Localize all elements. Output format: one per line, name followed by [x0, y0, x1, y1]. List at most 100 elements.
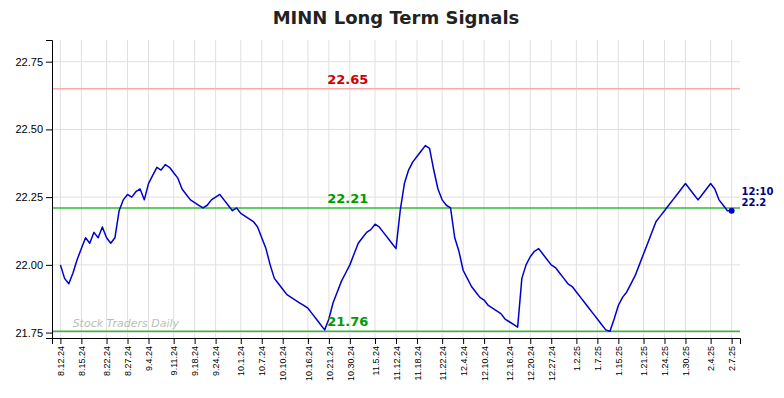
y-tick-label: 21.75	[15, 327, 43, 339]
x-grid-line	[106, 40, 107, 338]
x-tick: 1.7.25	[593, 338, 603, 371]
x-tick: 12.10.24	[480, 338, 490, 381]
chart: MINN Long Term Signals8.12.248.15.248.22…	[0, 0, 784, 398]
x-tick-label: 1.15.25	[614, 346, 624, 376]
x-tick-mark	[417, 338, 418, 344]
x-grid-line	[375, 40, 376, 338]
x-tick: 9.4.24	[144, 338, 154, 371]
x-grid-line	[282, 40, 283, 338]
x-grid-line	[148, 40, 149, 338]
y-tick-mark	[46, 62, 52, 63]
x-tick: 1.15.25	[614, 338, 624, 376]
signal-line	[52, 330, 740, 332]
x-tick: 10.30.24	[346, 338, 356, 381]
x-tick-label: 1.2.25	[572, 346, 582, 371]
signal-line	[52, 88, 740, 90]
last-label-line: 12:10	[742, 186, 774, 197]
last-label-line: 22.2	[742, 197, 767, 208]
x-axis-line	[53, 339, 741, 345]
x-tick-label: 12.10.24	[480, 346, 490, 381]
x-tick-label: 1.24.25	[660, 346, 670, 376]
x-tick-label: 1.30.25	[681, 346, 691, 376]
signal-label: 21.76	[327, 314, 368, 329]
x-tick-label: 2.7.25	[727, 346, 737, 371]
x-tick: 10.7.24	[257, 338, 267, 376]
x-tick-mark	[81, 338, 82, 344]
x-tick: 8.15.24	[77, 338, 87, 376]
x-grid-line	[731, 40, 732, 338]
title: MINN Long Term Signals	[273, 7, 520, 28]
x-tick-mark	[732, 338, 733, 344]
x-tick: 12.20.24	[526, 338, 536, 381]
x-grid-line	[484, 40, 485, 338]
x-tick-label: 12.4.24	[459, 346, 469, 376]
x-grid-line	[618, 40, 619, 338]
x-tick-mark	[644, 338, 645, 344]
x-tick: 8.12.24	[56, 338, 66, 376]
x-tick-mark	[551, 338, 552, 344]
x-tick-label: 9.18.24	[190, 346, 200, 376]
x-tick: 1.21.25	[639, 338, 649, 376]
x-grid-line	[442, 40, 443, 338]
x-tick-label: 8.27.24	[123, 346, 133, 376]
x-tick: 2.4.25	[706, 338, 716, 371]
x-tick-label: 8.15.24	[77, 346, 87, 376]
x-tick-label: 10.10.24	[278, 346, 288, 381]
x-grid-line	[643, 40, 644, 338]
x-tick: 11.12.24	[392, 338, 402, 380]
x-grid-line	[551, 40, 552, 338]
x-tick-mark	[350, 338, 351, 344]
x-tick-mark	[283, 338, 284, 344]
x-tick-label: 12.20.24	[526, 346, 536, 381]
x-tick-label: 9.24.24	[211, 346, 221, 376]
x-tick: 10.10.24	[278, 338, 288, 381]
x-tick: 9.11.24	[169, 338, 179, 375]
x-tick: 8.27.24	[123, 338, 133, 376]
x-grid-line	[127, 40, 128, 338]
y-tick-mark	[46, 197, 52, 198]
x-tick-label: 1.7.25	[593, 346, 603, 371]
x-tick: 9.18.24	[190, 338, 200, 376]
x-tick-mark	[396, 338, 397, 344]
annotations: 22.6522.2121.76Stock Traders Daily12:102…	[73, 72, 774, 330]
y-tick-mark	[46, 333, 52, 334]
x-tick-mark	[60, 338, 61, 344]
y-tick: 22.75	[15, 56, 52, 68]
x-tick-mark	[664, 338, 665, 344]
x-grid-line	[710, 40, 711, 338]
x-tick: 12.4.24	[459, 338, 469, 376]
x-grid-line	[509, 40, 510, 338]
x-tick: 1.30.25	[681, 338, 691, 376]
x-tick: 1.2.25	[572, 338, 582, 371]
last-point	[729, 208, 735, 214]
x-tick: 9.24.24	[211, 338, 221, 376]
y-tick-label: 22.50	[15, 123, 43, 135]
x-tick-mark	[174, 338, 175, 344]
x-tick-label: 8.12.24	[56, 346, 66, 376]
chart-container: MINN Long Term Signals8.12.248.15.248.22…	[0, 0, 784, 398]
x-grid-line	[463, 40, 464, 338]
x-tick-label: 11.18.24	[413, 346, 423, 380]
x-tick: 10.1.24	[236, 338, 246, 376]
x-tick-label: 11.22.24	[438, 346, 448, 380]
x-tick-mark	[148, 338, 149, 344]
x-grid-line	[664, 40, 665, 338]
x-tick-mark	[509, 338, 510, 344]
last-label: 12:1022.2	[742, 186, 774, 209]
x-tick: 12.16.24	[505, 338, 515, 381]
x-tick-mark	[576, 338, 577, 344]
x-tick-mark	[195, 338, 196, 344]
x-grid-line	[597, 40, 598, 338]
x-tick-mark	[128, 338, 129, 344]
y-tick: 22.00	[15, 259, 52, 271]
y-tick: 21.75	[15, 327, 52, 339]
x-grid-line	[215, 40, 216, 338]
y-axis-line	[46, 41, 53, 339]
x-tick-mark	[442, 338, 443, 344]
x-tick-mark	[463, 338, 464, 344]
x-tick-mark	[216, 338, 217, 344]
x-grid-line	[396, 40, 397, 338]
x-tick-mark	[685, 338, 686, 344]
x-tick: 11.18.24	[413, 338, 423, 380]
x-tick-label: 1.21.25	[639, 346, 649, 376]
